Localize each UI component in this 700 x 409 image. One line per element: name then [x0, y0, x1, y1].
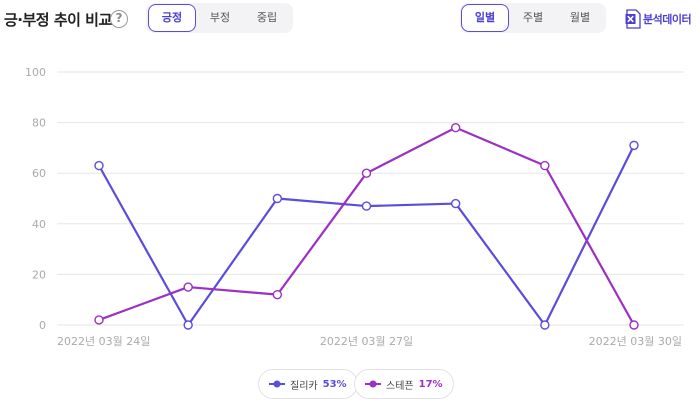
data-point-series-1: [629, 140, 639, 151]
period-toggle: 일별 주별 월별: [460, 3, 606, 33]
legend-name-1: 질리카: [290, 380, 318, 392]
export-label: 분석데이터: [643, 13, 692, 26]
x-tick-label: 2022년 03월 24일: [57, 334, 150, 348]
data-point-series-2: [94, 315, 104, 325]
sentiment-toggle: 긍정 부정 중립: [146, 3, 293, 33]
data-point-series-2: [540, 160, 550, 171]
y-tick-label: 100: [25, 66, 46, 79]
page-title: 긍·부정 추이 비교: [4, 11, 112, 29]
data-point-series-2: [361, 168, 372, 178]
legend-item-series-1[interactable]: 질리카 53%: [258, 369, 358, 399]
excel-icon: [625, 9, 641, 29]
data-point-series-1: [450, 198, 461, 209]
legend-percent-1: 53%: [322, 378, 347, 390]
tab-neutral[interactable]: 중립: [256, 11, 278, 24]
tab-negative[interactable]: 부정: [209, 11, 231, 24]
tab-daily[interactable]: 일별: [461, 4, 509, 32]
data-point-series-1: [272, 193, 283, 204]
export-data-button[interactable]: 분석데이터: [625, 8, 692, 30]
legend-percent-2: 17%: [418, 378, 443, 390]
y-tick-label: 20: [32, 268, 46, 281]
data-point-series-1: [183, 320, 193, 330]
legend-name-2: 스테픈: [386, 380, 414, 392]
help-icon[interactable]: ?: [110, 10, 128, 28]
x-tick-label: 2022년 03월 30일: [589, 334, 682, 348]
data-point-series-1: [361, 201, 372, 211]
tab-weekly[interactable]: 주별: [522, 11, 544, 24]
tab-monthly[interactable]: 월별: [569, 11, 591, 24]
data-point-series-2: [272, 289, 283, 300]
y-tick-label: 80: [32, 117, 46, 130]
legend-item-series-2[interactable]: 스테픈 17%: [354, 369, 454, 399]
data-point-series-1: [540, 320, 550, 330]
data-point-series-2: [183, 282, 193, 292]
y-tick-label: 60: [32, 167, 46, 180]
x-tick-label: 2022년 03월 27일: [320, 334, 413, 348]
y-tick-label: 40: [32, 218, 46, 231]
data-point-series-1: [94, 160, 104, 171]
legend-marker-2: [365, 380, 381, 388]
y-tick-label: 0: [39, 319, 46, 332]
legend-marker-1: [269, 380, 285, 388]
tab-positive[interactable]: 긍정: [148, 4, 196, 32]
series-line-2: [98, 126, 635, 326]
data-point-series-2: [629, 320, 639, 330]
line-chart: 0 20 40 60 80 100 2022년 03월 24일 2022년 03월 27일 20…: [25, 66, 684, 348]
data-point-series-2: [450, 122, 461, 133]
